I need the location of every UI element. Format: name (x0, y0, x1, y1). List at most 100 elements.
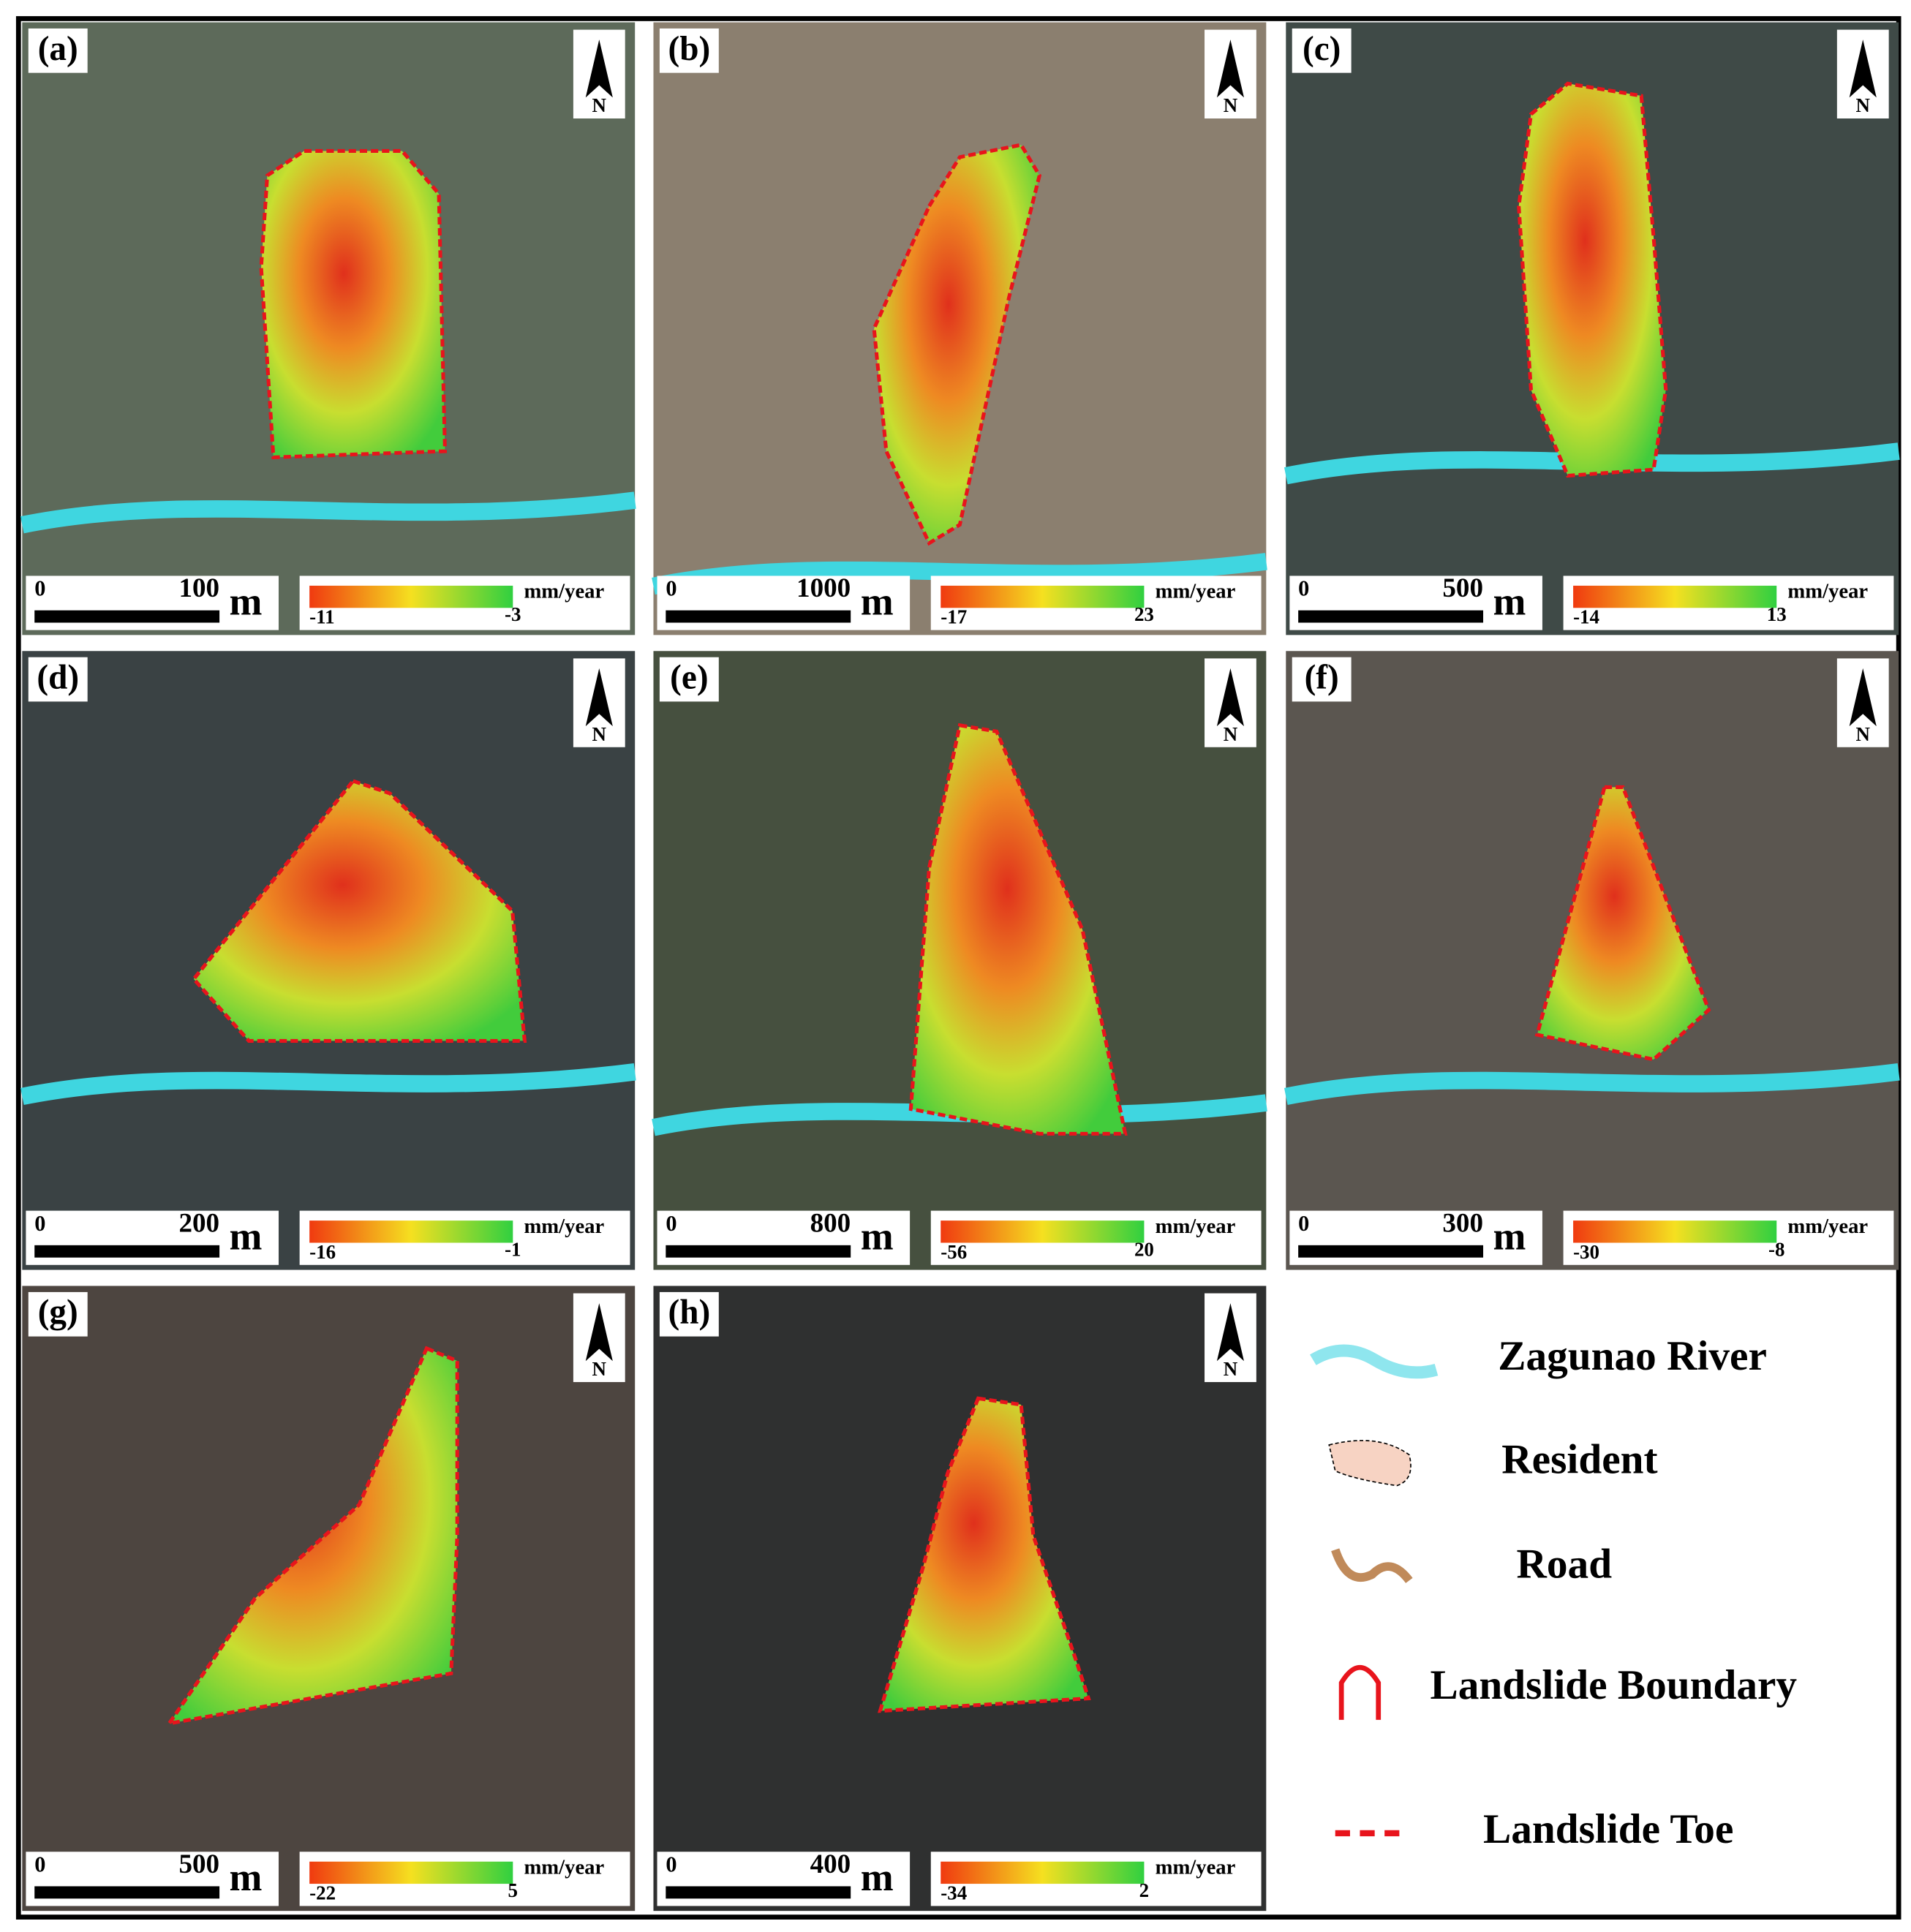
legend-label: Landslide Boundary (1431, 1662, 1798, 1708)
panel-label: (c) (1303, 30, 1341, 68)
scale-distance: 100 (178, 573, 219, 603)
panel: (g) N 0 500 m mm/year -22 5 (22, 1286, 636, 1912)
landslide-deformation (259, 148, 448, 460)
legend-label: Resident (1501, 1436, 1657, 1482)
scale-zero: 0 (666, 1852, 676, 1876)
colorbar-min: -56 (941, 1241, 967, 1263)
legend-river (1310, 1344, 1439, 1379)
colorbar-max: 5 (508, 1879, 518, 1901)
colorbar-unit: mm/year (1156, 1855, 1236, 1879)
label-box (28, 1291, 88, 1337)
scale-bar (1298, 1245, 1484, 1258)
north-label: N (1856, 94, 1871, 116)
scale-bar (1298, 610, 1484, 623)
scale-unit: m (230, 1214, 263, 1258)
north-arrow (1849, 668, 1877, 727)
label-box (659, 657, 719, 702)
colorbar (309, 585, 513, 608)
scale-bar (666, 610, 851, 623)
colorbar (941, 585, 1145, 608)
scale-bar (34, 1886, 220, 1899)
north-arrow (1216, 39, 1244, 98)
north-label: N (1224, 723, 1238, 745)
north-arrow (585, 1303, 613, 1362)
scale-distance: 500 (1442, 573, 1483, 603)
colorbar (309, 1220, 513, 1243)
label-box (659, 28, 719, 73)
legend-boundary (1338, 1664, 1382, 1720)
colorbar-unit: mm/year (1156, 1215, 1236, 1238)
landslide-deformation (191, 779, 527, 1043)
landslide-deformation (165, 1346, 459, 1727)
river (20, 1063, 636, 1106)
north-label: N (1856, 723, 1871, 745)
scale-distance: 400 (810, 1849, 851, 1879)
legend-label: Landslide Toe (1483, 1806, 1733, 1852)
landslide-deformation (1517, 81, 1668, 478)
legend-road (1331, 1548, 1413, 1584)
river (20, 491, 636, 534)
colorbar (941, 1861, 1145, 1884)
panel: (b) N 0 1000 m mm/year -17 23 (652, 22, 1267, 635)
scale-bar (666, 1245, 851, 1258)
landslide-deformation (872, 143, 1042, 546)
legend-resident (1328, 1440, 1411, 1487)
colorbar-max: 13 (1767, 603, 1787, 625)
north-label: N (592, 1358, 607, 1380)
scale-bar (34, 1245, 220, 1258)
colorbar-unit: mm/year (524, 1215, 604, 1238)
colorbar (1573, 585, 1777, 608)
colorbar-max: -3 (505, 603, 521, 625)
panel: (d) N 0 200 m mm/year -16 -1 (20, 651, 636, 1270)
scale-distance: 500 (178, 1849, 219, 1879)
colorbar-min: -17 (941, 606, 967, 628)
colorbar (1573, 1220, 1777, 1243)
panel-label: (f) (1305, 659, 1339, 697)
north-arrow (1849, 39, 1877, 98)
scale-zero: 0 (34, 1852, 45, 1876)
scale-bar (666, 1886, 851, 1899)
scale-zero: 0 (34, 1211, 45, 1236)
colorbar-unit: mm/year (1787, 580, 1868, 603)
legend-panel (1286, 1286, 1893, 1912)
scale-distance: 300 (1442, 1208, 1483, 1238)
scale-distance: 200 (178, 1208, 219, 1238)
colorbar (309, 1861, 513, 1884)
scale-unit: m (230, 1855, 263, 1899)
scale-zero: 0 (666, 576, 676, 601)
colorbar-unit: mm/year (524, 580, 604, 603)
label-box (659, 1291, 719, 1337)
panel-label: (b) (668, 30, 711, 68)
colorbar-max: -8 (1768, 1238, 1784, 1260)
scale-zero: 0 (1298, 576, 1309, 601)
legend-label: Zagunao River (1498, 1333, 1767, 1379)
colorbar-max: 20 (1134, 1238, 1154, 1260)
legend-label: Road (1517, 1542, 1613, 1588)
north-label: N (592, 723, 607, 745)
scale-zero: 0 (34, 576, 45, 601)
colorbar-min: -11 (309, 606, 334, 628)
panel-label: (g) (38, 1294, 78, 1332)
landslide-deformation (878, 1396, 1091, 1713)
north-arrow (585, 39, 613, 98)
panel-label: (d) (37, 659, 79, 697)
landslide-deformation (1534, 785, 1711, 1062)
colorbar-min: -16 (309, 1241, 336, 1263)
scale-unit: m (1493, 1214, 1526, 1258)
north-arrow (585, 668, 613, 727)
scale-distance: 800 (810, 1208, 851, 1238)
colorbar-min: -14 (1573, 606, 1599, 628)
north-label: N (1224, 94, 1238, 116)
north-arrow (1216, 668, 1244, 727)
colorbar (941, 1220, 1145, 1243)
colorbar-max: 2 (1139, 1879, 1149, 1901)
scale-zero: 0 (666, 1211, 676, 1236)
panel: (e) N 0 800 m mm/year -56 20 (652, 651, 1267, 1270)
panel-label: (a) (38, 30, 78, 68)
colorbar-min: -30 (1573, 1241, 1599, 1263)
panel: (h) N 0 400 m mm/year -34 2 (653, 1286, 1267, 1912)
north-arrow (1216, 1303, 1244, 1362)
panel-label: (e) (670, 659, 708, 697)
scale-unit: m (861, 1855, 894, 1899)
